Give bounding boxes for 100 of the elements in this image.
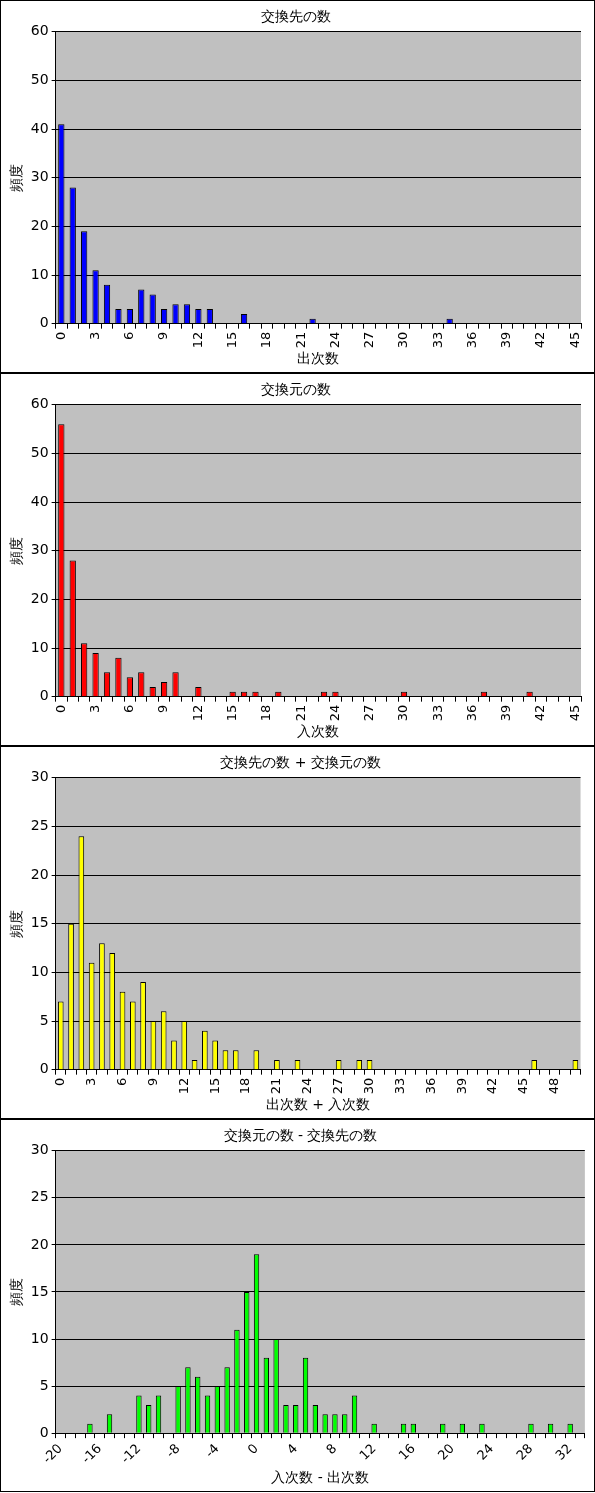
y-tick-label: 30 <box>30 768 49 785</box>
x-axis-title: 入次数 <box>297 723 340 740</box>
x-tick-label: 30 <box>395 704 411 722</box>
y-tick-label: 25 <box>30 817 49 834</box>
chart-title: 交換先の数 <box>260 8 331 25</box>
x-tick-label: 45 <box>566 331 582 349</box>
x-tick-label: 48 <box>546 1077 562 1095</box>
x-tick-label: 33 <box>429 704 445 722</box>
x-tick-label: 21 <box>292 331 308 349</box>
x-tick-label: 4 <box>283 1440 301 1458</box>
x-tick-label: 0 <box>52 704 68 713</box>
x-tick-label: -20 <box>39 1440 66 1467</box>
chart-title: 交換元の数 <box>260 381 331 398</box>
x-tick-label: 3 <box>86 704 102 713</box>
x-tick-label: 8 <box>322 1440 340 1458</box>
x-tick-label: 27 <box>361 704 377 722</box>
x-tick-label: 3 <box>83 1077 99 1086</box>
y-tick-label: 20 <box>30 590 49 607</box>
x-tick-label: 9 <box>144 1077 160 1086</box>
x-tick-label: 30 <box>395 331 411 349</box>
x-tick-label: 18 <box>258 704 274 722</box>
x-tick-label: 28 <box>513 1440 536 1463</box>
x-tick-label: 21 <box>292 704 308 722</box>
y-tick-label: 20 <box>30 217 49 234</box>
y-tick-label: 50 <box>30 71 49 88</box>
x-tick-label: 24 <box>473 1440 497 1463</box>
y-tick-label: 10 <box>30 963 49 980</box>
x-tick-label: 0 <box>52 331 68 340</box>
y-tick-label: 30 <box>30 1141 49 1158</box>
x-tick-label: 39 <box>453 1077 469 1095</box>
y-tick-label: 20 <box>30 865 49 882</box>
y-tick-label: 20 <box>30 1235 49 1252</box>
y-tick-label: 30 <box>30 168 49 185</box>
x-tick-label: 12 <box>175 1077 191 1095</box>
x-tick-label: 0 <box>52 1077 68 1086</box>
x-tick-label: 33 <box>429 331 445 349</box>
x-tick-label: 18 <box>258 331 274 349</box>
x-axis-title: 出次数 <box>297 350 340 367</box>
y-tick-label: 10 <box>30 265 49 282</box>
x-tick-label: -12 <box>117 1440 144 1467</box>
x-tick-label: 39 <box>498 331 514 349</box>
x-tick-label: 6 <box>113 1077 129 1086</box>
x-tick-label: 36 <box>422 1077 438 1095</box>
y-axis-title: 頻度 <box>8 536 25 565</box>
x-tick-label: 6 <box>121 331 137 340</box>
y-tick-label: 15 <box>30 1282 49 1299</box>
y-tick-label: 15 <box>30 914 49 931</box>
y-tick-label: 50 <box>30 444 49 461</box>
chart-title: 交換先の数 + 交換元の数 <box>220 754 381 771</box>
y-axis-title: 頻度 <box>8 163 25 192</box>
x-tick-label: 0 <box>244 1440 262 1458</box>
y-tick-label: 5 <box>39 1011 49 1028</box>
x-tick-label: 42 <box>532 331 548 349</box>
x-tick-label: 24 <box>326 704 342 722</box>
x-tick-label: 20 <box>434 1440 458 1463</box>
x-tick-label: 9 <box>155 331 171 340</box>
x-tick-label: 32 <box>552 1440 575 1463</box>
x-axis-title: 入次数 - 出次数 <box>271 1469 370 1486</box>
y-tick-label: 60 <box>30 22 49 39</box>
y-tick-label: 10 <box>30 1329 49 1346</box>
x-tick-label: 6 <box>121 704 137 713</box>
x-tick-label: 36 <box>463 704 479 722</box>
x-tick-label: 9 <box>155 704 171 713</box>
x-tick-label: 45 <box>515 1077 531 1095</box>
x-tick-label: -4 <box>202 1440 222 1461</box>
y-tick-label: 5 <box>39 1376 49 1393</box>
x-tick-label: 15 <box>224 331 240 349</box>
y-tick-label: 10 <box>30 638 49 655</box>
x-tick-label: 33 <box>391 1077 407 1095</box>
x-tick-label: 27 <box>330 1077 346 1095</box>
x-tick-label: 42 <box>532 704 548 722</box>
x-tick-label: -16 <box>78 1440 105 1467</box>
x-tick-label: 12 <box>356 1440 379 1463</box>
y-tick-label: 25 <box>30 1188 49 1205</box>
x-tick-label: 12 <box>189 331 205 349</box>
x-tick-label: 27 <box>361 331 377 349</box>
x-tick-label: 12 <box>189 704 205 722</box>
y-tick-label: 40 <box>30 119 49 136</box>
x-tick-label: 16 <box>395 1440 418 1463</box>
x-tick-label: 36 <box>463 331 479 349</box>
x-tick-label: 15 <box>224 704 240 722</box>
x-tick-label: 18 <box>237 1077 253 1095</box>
x-tick-label: 15 <box>206 1077 222 1095</box>
x-axis-title: 出次数 + 入次数 <box>265 1096 371 1113</box>
x-tick-label: 24 <box>299 1077 315 1095</box>
y-axis-title: 頻度 <box>8 909 25 938</box>
x-tick-label: 24 <box>326 331 342 349</box>
x-tick-label: -8 <box>162 1440 183 1461</box>
x-tick-label: 42 <box>484 1077 500 1095</box>
y-tick-label: 60 <box>30 395 49 412</box>
y-tick-label: 0 <box>39 1423 49 1440</box>
x-tick-label: 30 <box>360 1077 376 1095</box>
y-tick-label: 30 <box>30 541 49 558</box>
x-tick-label: 21 <box>268 1077 284 1095</box>
x-tick-label: 39 <box>498 704 514 722</box>
x-tick-label: 3 <box>86 331 102 340</box>
y-tick-label: 40 <box>30 492 49 509</box>
x-tick-label: 45 <box>566 704 582 722</box>
y-axis-title: 頻度 <box>8 1277 25 1306</box>
chart-title: 交換元の数 - 交換先の数 <box>223 1127 378 1144</box>
